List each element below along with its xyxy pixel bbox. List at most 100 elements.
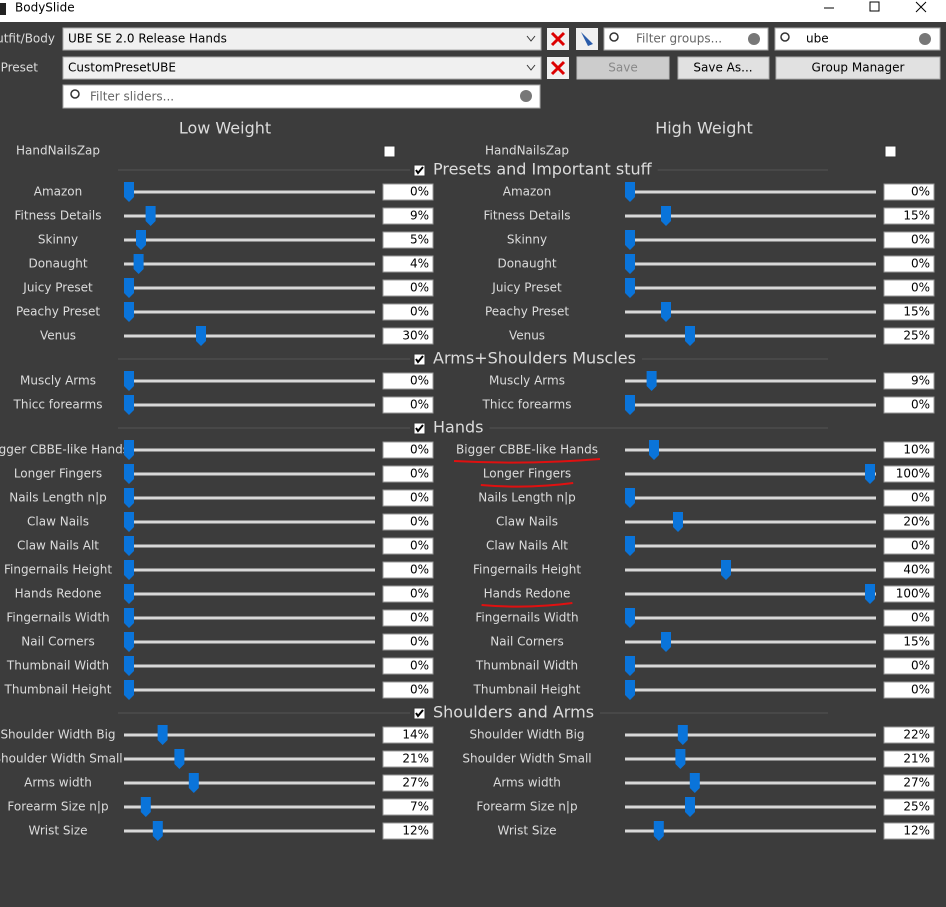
slider-thumb[interactable] bbox=[124, 680, 134, 700]
slider-thumb[interactable] bbox=[124, 182, 134, 202]
slider-thumb[interactable] bbox=[685, 797, 695, 817]
value-box[interactable] bbox=[382, 513, 434, 531]
value-box[interactable] bbox=[382, 303, 434, 321]
slider-thumb[interactable] bbox=[124, 464, 134, 484]
value-box[interactable] bbox=[382, 798, 434, 816]
slider-thumb[interactable] bbox=[124, 488, 134, 508]
slider-thumb[interactable] bbox=[625, 230, 635, 250]
slider-thumb[interactable] bbox=[140, 797, 151, 817]
close-button[interactable] bbox=[915, 1, 927, 13]
outfit-combo[interactable] bbox=[62, 27, 542, 51]
value-box[interactable] bbox=[382, 681, 434, 699]
slider-thumb[interactable] bbox=[625, 680, 635, 700]
value-box[interactable] bbox=[883, 609, 935, 627]
value-box[interactable] bbox=[883, 585, 935, 603]
slider-thumb[interactable] bbox=[675, 749, 686, 769]
slider-thumb[interactable] bbox=[124, 440, 134, 460]
slider-thumb[interactable] bbox=[196, 326, 206, 346]
slider-thumb[interactable] bbox=[136, 230, 146, 250]
value-box[interactable] bbox=[883, 798, 935, 816]
value-box[interactable] bbox=[883, 396, 935, 414]
slider-thumb[interactable] bbox=[124, 395, 134, 415]
value-box[interactable] bbox=[883, 774, 935, 792]
value-box[interactable] bbox=[382, 207, 434, 225]
value-box[interactable] bbox=[883, 279, 935, 297]
filter-groups-box[interactable] bbox=[603, 27, 769, 51]
slider-thumb[interactable] bbox=[124, 656, 134, 676]
value-box[interactable] bbox=[883, 513, 935, 531]
preset-combo[interactable] bbox=[62, 56, 542, 80]
value-box[interactable] bbox=[883, 561, 935, 579]
checkbox[interactable] bbox=[383, 145, 396, 158]
slider-thumb[interactable] bbox=[124, 536, 134, 556]
slider-thumb[interactable] bbox=[865, 464, 875, 484]
value-box[interactable] bbox=[382, 279, 434, 297]
slider-thumb[interactable] bbox=[188, 773, 199, 793]
slider-thumb[interactable] bbox=[661, 632, 671, 652]
slider-thumb[interactable] bbox=[124, 608, 134, 628]
slider-thumb[interactable] bbox=[145, 206, 156, 226]
maximize-button[interactable] bbox=[869, 1, 880, 12]
slider-thumb[interactable] bbox=[649, 440, 659, 460]
value-box[interactable] bbox=[382, 372, 434, 390]
slider-thumb[interactable] bbox=[625, 395, 635, 415]
slider-thumb[interactable] bbox=[653, 821, 664, 841]
slider-thumb[interactable] bbox=[646, 371, 657, 391]
value-box[interactable] bbox=[382, 726, 434, 744]
value-box[interactable] bbox=[382, 465, 434, 483]
slider-thumb[interactable] bbox=[677, 725, 688, 745]
value-box[interactable] bbox=[382, 561, 434, 579]
value-box[interactable] bbox=[883, 441, 935, 459]
value-box[interactable] bbox=[883, 207, 935, 225]
value-box[interactable] bbox=[883, 750, 935, 768]
value-box[interactable] bbox=[883, 303, 935, 321]
value-box[interactable] bbox=[883, 681, 935, 699]
search-box[interactable] bbox=[774, 27, 941, 51]
filter-sliders-box[interactable] bbox=[62, 84, 541, 109]
value-box[interactable] bbox=[883, 327, 935, 345]
slider-thumb[interactable] bbox=[625, 536, 635, 556]
value-box[interactable] bbox=[382, 609, 434, 627]
slider-thumb[interactable] bbox=[625, 608, 635, 628]
value-box[interactable] bbox=[883, 726, 935, 744]
slider-thumb[interactable] bbox=[685, 326, 695, 346]
slider-thumb[interactable] bbox=[661, 206, 671, 226]
value-box[interactable] bbox=[382, 396, 434, 414]
slider-thumb[interactable] bbox=[625, 656, 635, 676]
slider-thumb[interactable] bbox=[661, 302, 671, 322]
value-box[interactable] bbox=[883, 255, 935, 273]
value-box[interactable] bbox=[382, 441, 434, 459]
value-box[interactable] bbox=[382, 657, 434, 675]
value-box[interactable] bbox=[382, 774, 434, 792]
value-box[interactable] bbox=[883, 822, 935, 840]
checkbox[interactable] bbox=[884, 145, 897, 158]
value-box[interactable] bbox=[382, 750, 434, 768]
value-box[interactable] bbox=[382, 585, 434, 603]
slider-thumb[interactable] bbox=[124, 512, 134, 532]
slider-thumb[interactable] bbox=[721, 560, 731, 580]
slider-thumb[interactable] bbox=[152, 821, 163, 841]
slider-thumb[interactable] bbox=[625, 278, 635, 298]
slider-thumb[interactable] bbox=[124, 302, 134, 322]
slider-thumb[interactable] bbox=[625, 182, 635, 202]
clear-icon[interactable] bbox=[748, 33, 760, 45]
slider-thumb[interactable] bbox=[124, 632, 134, 652]
value-box[interactable] bbox=[382, 537, 434, 555]
slider-thumb[interactable] bbox=[689, 773, 700, 793]
slider-thumb[interactable] bbox=[124, 278, 134, 298]
slider-thumb[interactable] bbox=[174, 749, 185, 769]
value-box[interactable] bbox=[883, 657, 935, 675]
slider-thumb[interactable] bbox=[865, 584, 875, 604]
value-box[interactable] bbox=[382, 327, 434, 345]
slider-thumb[interactable] bbox=[133, 254, 144, 274]
value-box[interactable] bbox=[382, 183, 434, 201]
value-box[interactable] bbox=[883, 231, 935, 249]
value-box[interactable] bbox=[883, 372, 935, 390]
value-box[interactable] bbox=[382, 231, 434, 249]
value-box[interactable] bbox=[382, 822, 434, 840]
slider-thumb[interactable] bbox=[625, 254, 635, 274]
value-box[interactable] bbox=[883, 183, 935, 201]
slider-thumb[interactable] bbox=[157, 725, 168, 745]
slider-thumb[interactable] bbox=[124, 584, 134, 604]
value-box[interactable] bbox=[883, 633, 935, 651]
